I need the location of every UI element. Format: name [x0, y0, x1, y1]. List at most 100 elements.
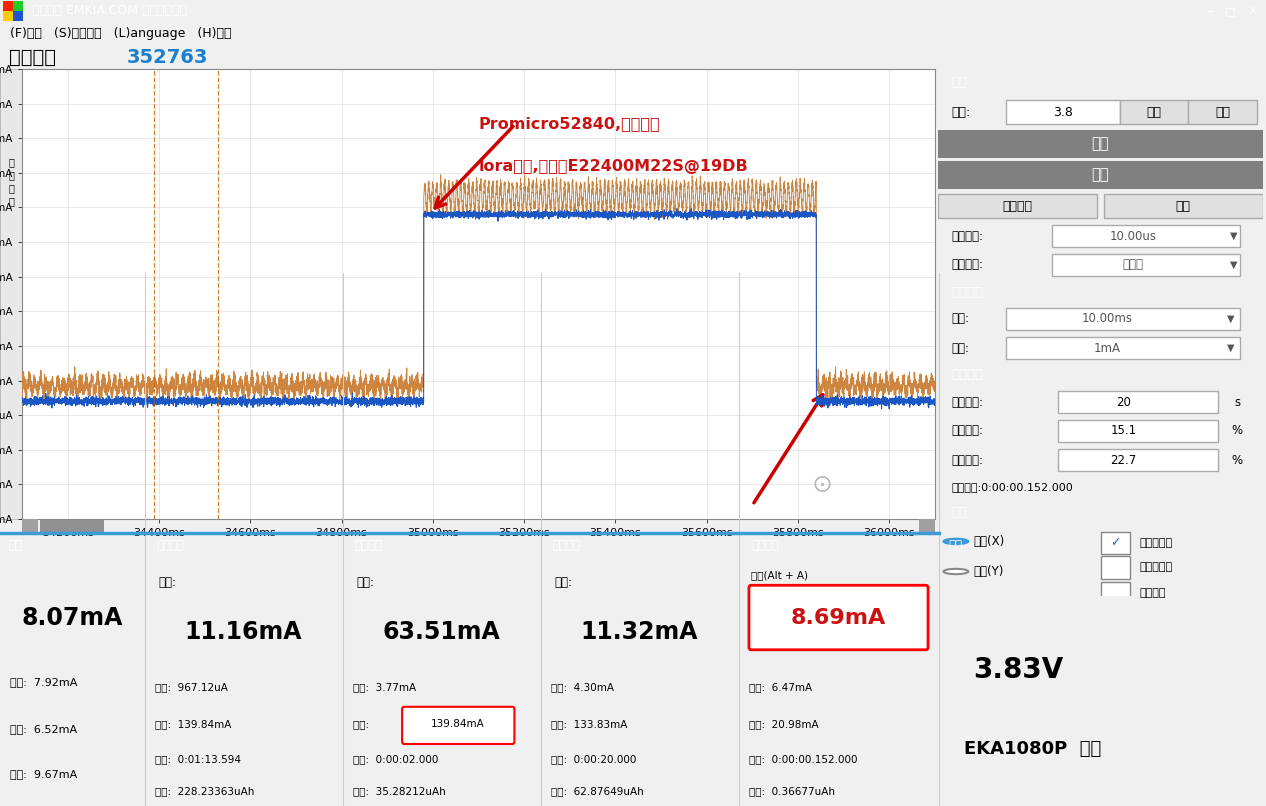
Text: ✕: ✕ [1248, 6, 1258, 16]
Text: 游标起点:: 游标起点: [951, 425, 982, 438]
Text: 8.07mA: 8.07mA [22, 605, 123, 629]
Text: 最小值曲线: 最小值曲线 [1139, 563, 1172, 572]
Text: 平均:: 平均: [158, 576, 177, 589]
Text: 最大值曲线: 最大值曲线 [1139, 538, 1172, 548]
Text: 最小:  6.47mA: 最小: 6.47mA [749, 682, 812, 692]
FancyBboxPatch shape [938, 194, 1098, 218]
Text: 操作: 操作 [951, 77, 967, 89]
Text: 游标时长:0:00:00.152.000: 游标时长:0:00:00.152.000 [951, 482, 1072, 492]
Circle shape [943, 538, 968, 544]
Text: ▼: ▼ [1227, 314, 1234, 324]
Text: 时长:  0:00:02.000: 时长: 0:00:02.000 [353, 754, 438, 764]
Text: s: s [1234, 396, 1241, 409]
Text: ▼: ▼ [1227, 343, 1234, 353]
Text: 时长:  0:00:20.000: 时长: 0:00:20.000 [551, 754, 637, 764]
Bar [1100, 532, 1129, 554]
FancyBboxPatch shape [1052, 254, 1241, 276]
Text: 功耗:  35.28212uAh: 功耗: 35.28212uAh [353, 786, 446, 796]
Text: 最小:  967.12uA: 最小: 967.12uA [154, 682, 228, 692]
FancyBboxPatch shape [403, 707, 514, 744]
Bar [3, 1, 13, 11]
Text: 电流(X): 电流(X) [974, 535, 1005, 548]
Text: 电压:: 电压: [951, 106, 970, 118]
Text: 窗口统计: 窗口统计 [354, 539, 382, 552]
Text: %: % [1232, 454, 1242, 467]
Text: 3.8: 3.8 [1053, 106, 1074, 118]
Text: 截图(Alt + A): 截图(Alt + A) [751, 571, 808, 580]
Text: □: □ [1225, 6, 1236, 16]
Bar [13, 11, 23, 21]
Text: 最大:  139.84mA: 最大: 139.84mA [154, 719, 232, 729]
Text: 时间(Y): 时间(Y) [974, 565, 1004, 578]
Text: 最大:  20.98mA: 最大: 20.98mA [749, 719, 819, 729]
Text: 缩放: 缩放 [951, 505, 967, 518]
Text: 时长:  0:01:13.594: 时长: 0:01:13.594 [154, 754, 241, 764]
Text: %: % [1232, 425, 1242, 438]
Text: 口
图
发
哦: 口 图 发 哦 [8, 156, 14, 206]
Text: ▼: ▼ [1231, 231, 1237, 241]
Circle shape [943, 569, 968, 574]
Bar [41, 521, 104, 532]
Text: 3.83V: 3.83V [974, 655, 1063, 683]
FancyBboxPatch shape [1058, 449, 1218, 472]
FancyBboxPatch shape [1104, 194, 1263, 218]
Text: ⊙: ⊙ [813, 473, 833, 497]
Text: 63.51mA: 63.51mA [382, 621, 500, 645]
Text: (F)文件   (S)系统设置   (L)anguage   (H)帮助: (F)文件 (S)系统设置 (L)anguage (H)帮助 [10, 27, 232, 39]
Text: 22.7: 22.7 [1110, 454, 1137, 467]
Text: 10.00us: 10.00us [1109, 230, 1157, 243]
Text: 11.32mA: 11.32mA [581, 621, 699, 645]
Text: 总体统计: 总体统计 [157, 539, 185, 552]
Text: 游标统计: 游标统计 [751, 539, 779, 552]
FancyBboxPatch shape [1189, 100, 1256, 124]
Text: 功耗:  228.23363uAh: 功耗: 228.23363uAh [154, 786, 254, 796]
Text: 炎加技术 EMKIA.COM 微功耗分析仪: 炎加技术 EMKIA.COM 微功耗分析仪 [32, 5, 186, 18]
Text: 功耗:  0.36677uAh: 功耗: 0.36677uAh [749, 786, 836, 796]
Bar [1100, 582, 1129, 604]
Text: 动态显示:: 动态显示: [951, 259, 982, 272]
Text: 记录频率:: 记录频率: [951, 230, 982, 243]
Text: Promicro52840,瞬时功耗: Promicro52840,瞬时功耗 [479, 116, 660, 131]
Bar [3, 11, 13, 21]
Text: 最大:  133.83mA: 最大: 133.83mA [551, 719, 627, 729]
Bar [919, 519, 936, 533]
Text: 区间设置: 区间设置 [951, 368, 982, 381]
Text: 关闭: 关闭 [1215, 106, 1229, 118]
FancyBboxPatch shape [749, 585, 928, 650]
Text: 20: 20 [1115, 396, 1131, 409]
Text: 最大:  9.67mA: 最大: 9.67mA [10, 769, 77, 779]
Text: 15.1: 15.1 [1110, 425, 1137, 438]
Text: 最大:: 最大: [353, 719, 376, 729]
FancyBboxPatch shape [1006, 100, 1120, 124]
Text: 最小:  4.30mA: 最小: 4.30mA [551, 682, 614, 692]
Text: 电流:: 电流: [951, 342, 968, 355]
Text: 近期统计: 近期统计 [553, 539, 581, 552]
FancyBboxPatch shape [1058, 420, 1218, 442]
Text: 1mA: 1mA [1094, 342, 1120, 355]
Text: 11.16mA: 11.16mA [185, 621, 303, 645]
Text: ✓: ✓ [1110, 536, 1120, 550]
Text: EKA1080P  就绪: EKA1080P 就绪 [963, 740, 1101, 758]
FancyBboxPatch shape [1120, 100, 1189, 124]
Text: 平均:: 平均: [555, 576, 572, 589]
Bar [13, 1, 23, 11]
Bar [1100, 556, 1129, 579]
Text: 设定: 设定 [1147, 106, 1162, 118]
FancyBboxPatch shape [1006, 337, 1241, 359]
Text: ▼: ▼ [1231, 260, 1237, 270]
Bar [22, 519, 38, 533]
Text: 趋势曲线: 趋势曲线 [1139, 588, 1166, 598]
FancyBboxPatch shape [1058, 391, 1218, 413]
Text: 时间:: 时间: [951, 313, 968, 326]
Text: 时长:  0:00:00.152.000: 时长: 0:00:00.152.000 [749, 754, 857, 764]
FancyBboxPatch shape [1006, 308, 1241, 330]
Text: 近期时长:: 近期时长: [951, 396, 982, 409]
Text: 清零: 清零 [1176, 200, 1191, 213]
Text: 139.84mA: 139.84mA [430, 719, 484, 729]
Text: 继续: 继续 [1091, 136, 1109, 152]
Text: 平均:  7.92mA: 平均: 7.92mA [10, 677, 77, 687]
Text: 平均:: 平均: [357, 576, 375, 589]
FancyBboxPatch shape [1052, 225, 1241, 247]
Text: 最小:  3.77mA: 最小: 3.77mA [353, 682, 417, 692]
Text: 352763: 352763 [127, 48, 208, 67]
